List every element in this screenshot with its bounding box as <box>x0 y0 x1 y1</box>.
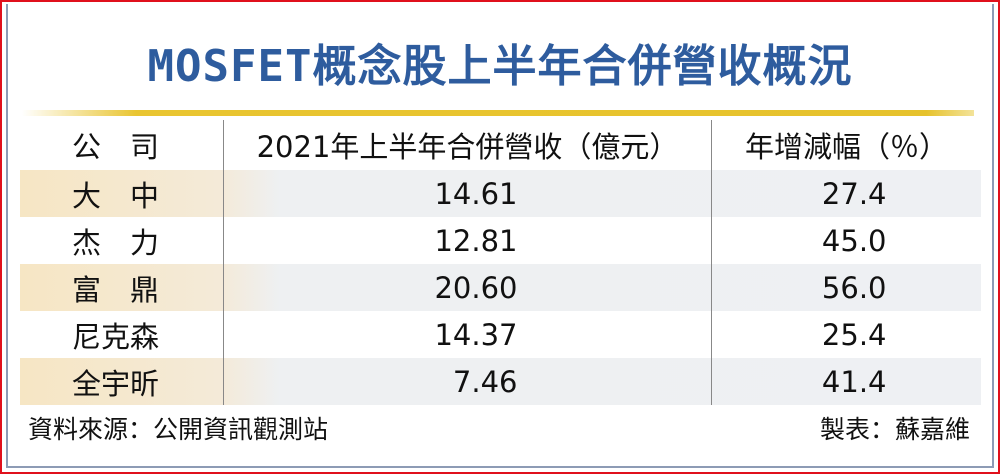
table-row: 大 中 14.61 27.4 <box>20 170 981 217</box>
header-yoy: 年增減幅（％） <box>711 120 981 170</box>
cell-revenue: 14.37 <box>434 317 518 352</box>
author-note: 製表：蘇嘉維 <box>819 415 970 444</box>
cell-company: 杰 力 <box>72 225 160 260</box>
cell-revenue: 7.46 <box>452 364 518 399</box>
cell-yoy: 41.4 <box>821 364 887 399</box>
cell-company: 大 中 <box>72 178 160 213</box>
cell-revenue: 14.61 <box>434 176 518 211</box>
cell-yoy: 27.4 <box>821 176 887 211</box>
page-title: MOSFET概念股上半年合併營收概況 <box>147 41 853 92</box>
source-note: 資料來源：公開資訊觀測站 <box>28 415 329 444</box>
cell-company: 全宇昕 <box>72 366 160 401</box>
cell-company: 尼克森 <box>72 319 160 354</box>
title-rule <box>22 110 974 116</box>
table-row: 全宇昕 7.46 41.4 <box>20 358 981 405</box>
cell-company: 富 鼎 <box>72 272 160 307</box>
table-row: 富 鼎 20.60 56.0 <box>20 264 981 311</box>
cell-yoy: 56.0 <box>821 270 887 305</box>
header-company: 公 司 <box>72 130 160 164</box>
cell-revenue: 20.60 <box>434 270 518 305</box>
table-row: 杰 力 12.81 45.0 <box>20 217 981 264</box>
data-table: 公 司 2021年上半年合併營收（億元） 年增減幅（％） 大 中 14.61 2… <box>20 120 981 405</box>
table-header: 公 司 2021年上半年合併營收（億元） 年增減幅（％） <box>20 120 981 170</box>
cell-yoy: 25.4 <box>821 317 887 352</box>
table-row: 尼克森 14.37 25.4 <box>20 311 981 358</box>
cell-revenue: 12.81 <box>434 223 518 258</box>
inner-border <box>6 4 994 468</box>
cell-yoy: 45.0 <box>821 223 887 258</box>
header-revenue: 2021年上半年合併營收（億元） <box>223 120 711 170</box>
